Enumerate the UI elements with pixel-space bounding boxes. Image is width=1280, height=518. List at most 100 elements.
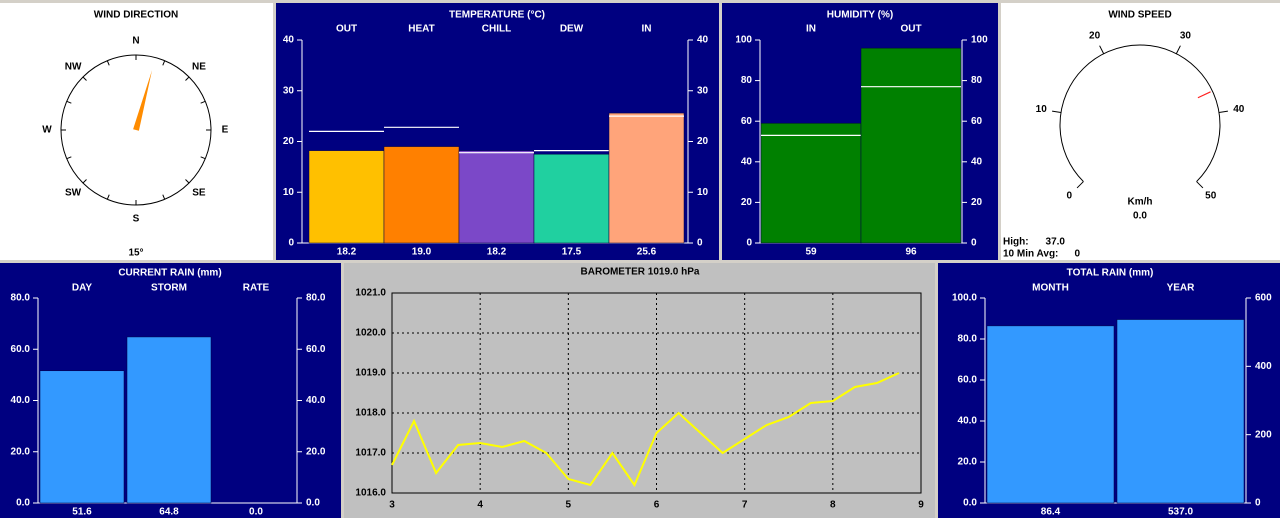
panel-title: TEMPERATURE (°C) <box>449 10 545 21</box>
gauge-tick <box>1099 45 1105 54</box>
y-tick-label: 100.0 <box>952 293 977 304</box>
y-tick-label: 60 <box>741 116 753 127</box>
y-tick-label: 60 <box>971 116 983 127</box>
gauge-tick-label: 30 <box>1180 31 1192 42</box>
y-tick-label: 1018.0 <box>355 408 386 419</box>
y-tick-label: 20.0 <box>958 457 978 468</box>
category-label: MONTH <box>1032 283 1069 294</box>
y-tick-label: 1021.0 <box>355 288 386 299</box>
direction-needle <box>133 70 153 131</box>
bar <box>1116 319 1245 504</box>
gauge-tick <box>1196 181 1204 189</box>
panel-title: TOTAL RAIN (mm) <box>1067 268 1154 279</box>
bar <box>760 122 862 244</box>
compass-point: SW <box>65 188 82 199</box>
category-label: IN <box>642 24 652 35</box>
panel-title: CURRENT RAIN (mm) <box>118 268 221 279</box>
compass-point: NE <box>192 62 206 73</box>
category-label: STORM <box>151 283 187 294</box>
compass-tick <box>185 76 190 81</box>
compass-point: S <box>133 214 140 225</box>
y-tick-label: 1016.0 <box>355 488 386 499</box>
bar <box>860 47 962 244</box>
value-label: 537.0 <box>1168 507 1193 518</box>
compass-tick <box>162 194 166 200</box>
y-tick-label: 10 <box>283 187 295 198</box>
y-tick-label: 80.0 <box>958 334 978 345</box>
gauge-tick-label: 0 <box>1067 190 1073 201</box>
y-tick-label: 20.0 <box>11 446 31 457</box>
compass-tick <box>106 194 110 200</box>
y-tick-label: 40.0 <box>306 395 326 406</box>
y-tick-label: 20 <box>283 136 295 147</box>
current-rain-panel: CURRENT RAIN (mm) 0.0 20.0 40.0 60.0 80.0 0.0 2… <box>0 263 341 518</box>
gauge-tick-label: 10 <box>1036 104 1048 115</box>
value-label: 25.6 <box>637 247 657 258</box>
avg-label: 10 Min Avg: <box>1003 249 1058 260</box>
value-label: 64.8 <box>159 507 179 518</box>
avg-value: 0 <box>1074 249 1080 260</box>
y-tick-label: 0.0 <box>306 498 320 509</box>
y-tick-label: 600 <box>1255 293 1272 304</box>
gauge-tick-label: 40 <box>1233 104 1245 115</box>
gauge-tick <box>1175 45 1181 54</box>
x-tick-label: 7 <box>742 500 748 511</box>
y-tick-label: 60.0 <box>306 344 326 355</box>
y-tick-label: 60.0 <box>11 344 31 355</box>
compass-point: SE <box>192 188 206 199</box>
x-tick-label: 5 <box>566 500 572 511</box>
bar <box>986 325 1115 504</box>
gauge-tick-label: 20 <box>1089 31 1101 42</box>
y-tick-label: 80.0 <box>11 293 31 304</box>
high-marker <box>1197 91 1211 99</box>
compass-tick <box>66 156 72 160</box>
category-label: OUT <box>336 24 357 35</box>
y-tick-label: 20 <box>697 136 709 147</box>
panel-bg <box>1001 3 1280 260</box>
compass-point: E <box>222 125 229 136</box>
high-value: 37.0 <box>1046 237 1066 248</box>
value-label: 51.6 <box>72 507 92 518</box>
bar <box>608 112 685 244</box>
category-label: DAY <box>72 283 93 294</box>
value-label: 0.0 <box>249 507 263 518</box>
value-label: 18.2 <box>337 247 357 258</box>
y-tick-label: 0 <box>1255 498 1261 509</box>
y-tick-label: 20 <box>741 197 753 208</box>
wind-direction-panel: WIND DIRECTION N NE E SE S SW W NW 15° <box>0 3 273 260</box>
compass-point: N <box>132 36 139 47</box>
y-tick-label: 0.0 <box>16 498 30 509</box>
y-tick-label: 40.0 <box>11 395 31 406</box>
bar <box>39 370 125 504</box>
y-tick-label: 0 <box>697 238 703 249</box>
compass-tick <box>82 76 87 81</box>
y-tick-label: 1020.0 <box>355 328 386 339</box>
gauge-tick <box>1052 110 1062 113</box>
bar <box>308 150 385 244</box>
unit-label: Km/h <box>1128 197 1153 208</box>
value-label: 86.4 <box>1041 507 1061 518</box>
speed-value: 0.0 <box>1133 211 1147 222</box>
y-tick-label: 200 <box>1255 429 1272 440</box>
category-label: RATE <box>243 283 270 294</box>
barometer-panel: BAROMETER 1019.0 hPa 1016.0 1017.0 1018.0 10… <box>344 263 935 518</box>
y-tick-label: 30 <box>283 85 295 96</box>
category-label: HEAT <box>408 24 434 35</box>
x-tick-label: 6 <box>654 500 660 511</box>
y-tick-label: 10 <box>697 187 709 198</box>
y-tick-label: 20 <box>971 197 983 208</box>
compass-tick <box>200 156 206 160</box>
y-tick-label: 0 <box>288 238 294 249</box>
temperature-panel: TEMPERATURE (°C) 0 10 20 30 40 0 10 20 30 40 OUT 18.… <box>276 3 719 260</box>
panel-bg <box>344 263 935 518</box>
direction-label: 15° <box>128 248 143 259</box>
category-label: DEW <box>560 24 584 35</box>
gauge-tick <box>1218 110 1228 113</box>
y-tick-label: 40 <box>741 156 753 167</box>
gauge-tick <box>1076 181 1084 189</box>
bar <box>458 150 535 244</box>
humidity-panel: HUMIDITY (%) 0 20 40 60 80 100 0 20 40 60 80 100 IN 59… <box>722 3 998 260</box>
y-tick-label: 80 <box>971 75 983 86</box>
y-tick-label: 100 <box>971 35 988 46</box>
